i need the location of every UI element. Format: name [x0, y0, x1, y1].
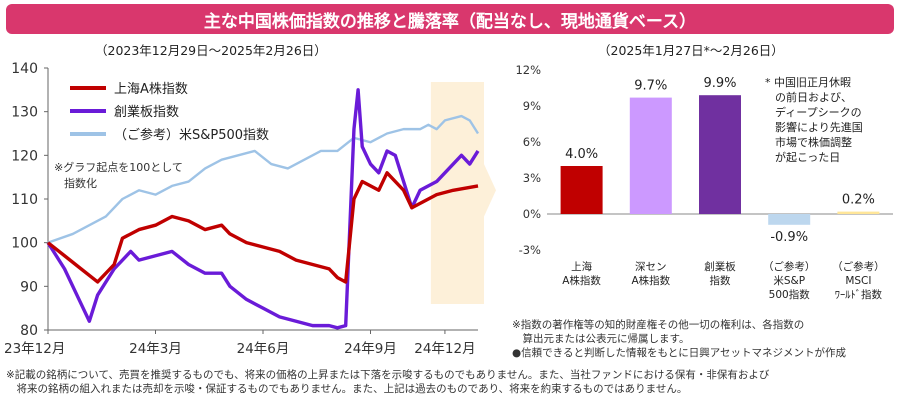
category-label-line: 指数	[710, 274, 731, 287]
page-title: 主な中国株価指数の推移と騰落率（配当なし、現地通貨ベース）	[203, 11, 697, 32]
note-line: 指数化	[64, 176, 97, 190]
note-line: の前日および、	[775, 90, 852, 104]
note-line: ディープシークの	[775, 105, 862, 119]
y-tick-label: 12%	[515, 63, 541, 77]
line-chart: 80 90 100 110 120 130 140 23年12月 24年3月 24年6月 24年9月…	[4, 61, 496, 357]
category-label-line: 上海	[571, 260, 593, 273]
category-label-line: A株指数	[631, 274, 670, 287]
bar	[768, 214, 811, 225]
bar-value-label: 9.7%	[634, 79, 667, 94]
category-label: 上海 A株指数	[562, 260, 601, 287]
note-line: 市場で株価調整	[775, 135, 852, 149]
y-tick-label: 80	[20, 323, 38, 339]
category-label-line: （ご参考）	[763, 260, 816, 273]
category-label-line: MSCI	[845, 275, 871, 287]
series-line	[46, 171, 479, 284]
y-tick-label: 120	[11, 148, 38, 164]
legend-label: （ご参考）米S&P500指数	[114, 127, 269, 143]
bar	[837, 211, 880, 214]
y-tick-label: 6%	[523, 135, 541, 149]
note-line: ※グラフ起点を100として	[54, 160, 183, 174]
bar-chart: -3%0%3%6%9%12% 4.0%9.7% 9.9%-0.9%0.2% 上海 A…	[515, 63, 893, 301]
line-chart-subtitle: （2023年12月29日～2025年2月26日）	[95, 43, 327, 58]
y-tick-label: 90	[20, 279, 38, 295]
category-label-line: 米S&P	[773, 274, 805, 287]
bar	[560, 166, 603, 214]
category-label-line: （ご参考）	[832, 260, 885, 273]
line-chart-note: ※グラフ起点を100として指数化	[54, 160, 183, 190]
legend-label: 上海A株指数	[114, 82, 188, 97]
y-tick-label: 110	[11, 192, 38, 208]
bar	[629, 97, 672, 214]
source-note: ●信頼できると判断した情報をもとに日興アセットマネジメントが作成	[512, 347, 847, 359]
note-line: 影響により先進国	[775, 120, 863, 134]
bar-value-label: -0.9%	[770, 230, 808, 245]
category-label: （ご参考） MSCI ﾜｰﾙﾄﾞ指数	[832, 260, 885, 301]
y-tick-label: 100	[11, 236, 38, 252]
x-tick-label: 24年3月	[129, 341, 182, 357]
bar-chart-subtitle: （2025年1月27日*～2月26日）	[598, 43, 784, 58]
y-tick-label: -3%	[519, 243, 541, 257]
title-banner: 主な中国株価指数の推移と騰落率（配当なし、現地通貨ベース）	[6, 4, 894, 34]
y-tick-label: 130	[11, 105, 38, 121]
category-label: 創業板指数	[704, 260, 736, 287]
x-tick-label: 24年6月	[237, 341, 290, 357]
bar-chart-note: * 中国旧正月休暇の前日および、ディープシークの影響により先進国市場で株価調整が…	[765, 76, 863, 164]
x-tick-label: 24年9月	[344, 341, 397, 357]
category-label: （ご参考）米S&P 500指数	[763, 260, 816, 301]
category-label-line: ﾜｰﾙﾄﾞ指数	[835, 288, 883, 301]
bar-value-label: 4.0%	[565, 147, 598, 162]
x-tick-label: 23年12月	[4, 341, 65, 357]
disclaimer: ※記載の銘柄について、売買を推奨するものでも、将来の価格の上昇または下落を示唆す…	[6, 368, 894, 396]
note-line: が起こった日	[775, 150, 840, 164]
category-label-line: 創業板	[704, 260, 736, 273]
series-line	[47, 114, 480, 244]
y-tick-label: 0%	[523, 207, 541, 221]
highlight-arrow	[484, 164, 496, 217]
y-tick-label: 9%	[523, 99, 541, 113]
bar-value-label: 9.9%	[703, 76, 736, 91]
bar-value-label: 0.2%	[842, 193, 875, 208]
note-line: * 中国旧正月休暇	[765, 76, 851, 89]
y-tick-label: 3%	[523, 171, 541, 185]
category-label-line: 深セン	[635, 261, 667, 273]
bar	[699, 95, 741, 214]
disclaimer-line-2: 将来の銘柄の組入れまたは売却を示唆・保証するものでもありません。また、上記は過去…	[6, 383, 688, 395]
disclaimer-line-1: ※記載の銘柄について、売買を推奨するものでも、将来の価格の上昇または下落を示唆す…	[6, 369, 770, 381]
category-label-line: 500指数	[769, 288, 811, 301]
copyright-note: ※指数の著作権等の知的財産権その他一切の権利は、各指数の 算出元または公表元に帰…	[512, 319, 805, 345]
legend-label: 創業板指数	[114, 104, 179, 120]
y-tick-label: 140	[11, 61, 38, 77]
category-label: 深セン A株指数	[631, 261, 670, 287]
category-label-line: A株指数	[562, 274, 601, 287]
x-tick-label: 24年12月	[414, 341, 475, 357]
